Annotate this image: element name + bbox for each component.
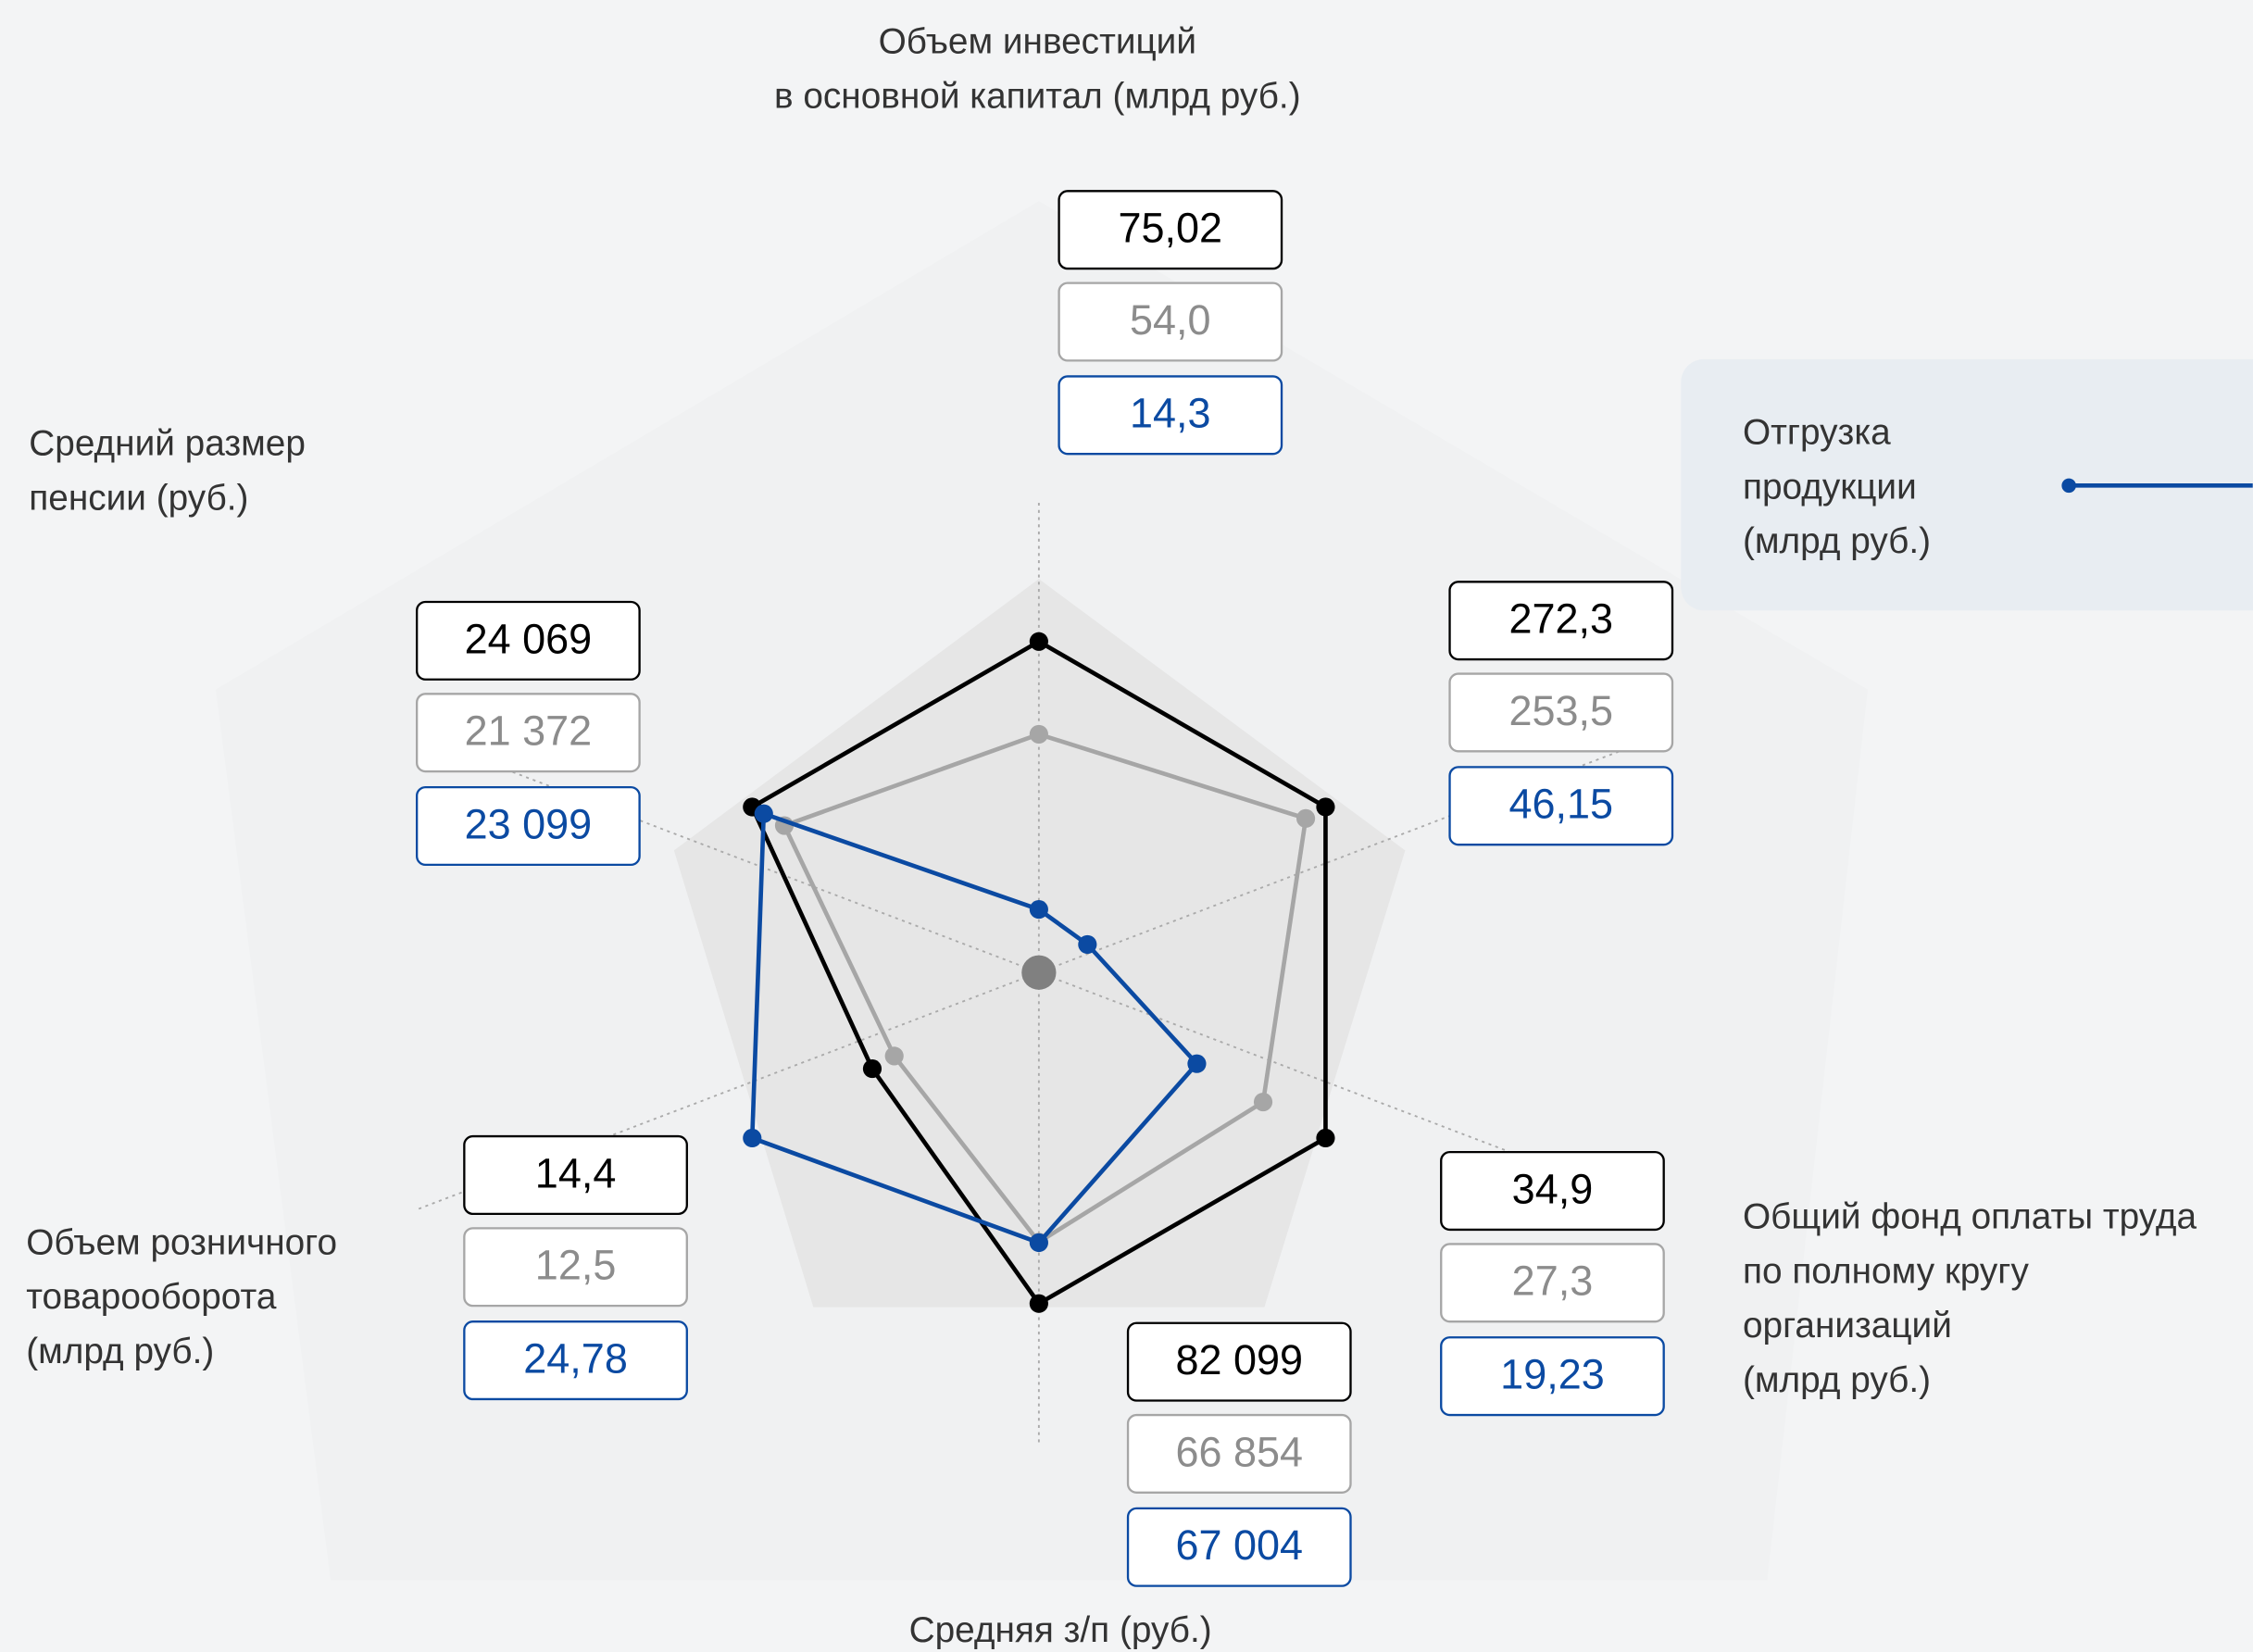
value-label: 75,02 [1119,205,1223,252]
axis-label-line: Средняя з/п (руб.) [909,1610,1212,1650]
value-label: 24 069 [465,615,593,662]
center-dot [1021,955,1057,990]
value-box [415,600,641,681]
value-label: 21 372 [465,707,593,755]
axis-label-line: (млрд руб.) [1743,521,1931,561]
value-box [463,1134,688,1216]
axis-label-line: продукции [1743,467,1917,507]
value-label: 24,78 [523,1335,628,1383]
data-point [743,1128,762,1148]
data-point [1187,1054,1207,1073]
value-label: 34,9 [1512,1165,1594,1212]
value-box [1448,766,1674,846]
value-label: 14,3 [1130,390,1211,437]
axis-label: Объем розничного товарооборота (млрд руб.) [26,1222,337,1371]
axis-label: Отгрузка продукции (млрд руб.) [1743,412,1931,561]
value-label: 27,3 [1512,1258,1594,1305]
data-point [1295,808,1316,828]
highlight-dot [2061,478,2076,494]
value-label: 23 099 [465,800,593,847]
axis-label-line: Общий фонд оплаты труда [1743,1196,2197,1236]
data-point [754,804,773,823]
data-point [1253,1092,1273,1112]
value-label: 12,5 [535,1242,617,1289]
axis-label-line: Отгрузка [1743,412,1891,452]
data-point [1078,934,1097,955]
axis-label-line: товарооборота [26,1277,277,1317]
value-label: 67 004 [1176,1521,1304,1569]
value-box [1448,672,1674,753]
value-label: 14,4 [535,1149,617,1196]
value-box [415,693,641,773]
value-label: 46,15 [1508,781,1613,828]
axis-label-line: Объем розничного [26,1222,337,1262]
value-box [1126,1507,1352,1587]
data-point [1029,1294,1048,1313]
axis-label-line: (млрд руб.) [1743,1360,1931,1400]
data-point [884,1046,904,1066]
value-box [463,1320,688,1401]
value-label: 82 099 [1176,1336,1304,1383]
axis-label-line: (млрд руб.) [26,1332,214,1371]
data-point [1029,1233,1048,1253]
axis-label: Объем инвестиций в основной капитал (млрд… [774,21,1301,116]
value-box [463,1227,688,1308]
axis-label-line: по полному кругу [1743,1251,2029,1291]
data-point [1029,900,1048,920]
axis-label: Общий фонд оплаты труда по полному кругу о… [1743,1196,2197,1400]
axis-label-line: Объем инвестиций [879,21,1196,61]
axis-line [416,734,1040,974]
data-point [1029,632,1048,651]
axis-label-line: в основной капитал (млрд руб.) [774,76,1301,116]
value-box [1126,1413,1352,1494]
value-label: 66 854 [1176,1428,1304,1475]
axis-label-line: пенсии (руб.) [29,479,248,519]
value-label: 19,23 [1500,1351,1605,1398]
axis-label: Средняя з/п (руб.) [909,1610,1212,1650]
highlight-panel [1681,358,2253,611]
value-box [1126,1321,1352,1402]
axis-label-line: организаций [1743,1306,1952,1345]
value-box [1440,1150,1665,1232]
data-point [1316,1128,1335,1148]
value-label: 54,0 [1130,296,1211,344]
data-point [1029,724,1048,745]
value-box [1440,1243,1665,1323]
value-label: 272,3 [1508,595,1613,643]
value-box [1058,375,1283,456]
value-box [415,785,641,867]
data-point [1316,797,1335,817]
axis-label: Средний размер пенсии (руб.) [29,424,306,519]
value-box [1058,190,1283,270]
data-point [862,1059,882,1079]
axis-label-line: Средний размер [29,424,306,464]
value-box [1058,282,1283,362]
value-box [1440,1336,1665,1417]
value-label: 253,5 [1508,687,1613,734]
value-box [1448,581,1674,661]
